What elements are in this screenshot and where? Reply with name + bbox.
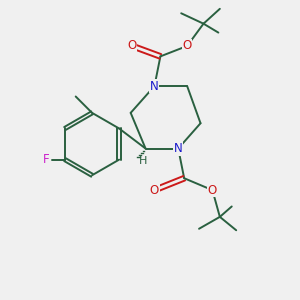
Text: F: F [43,153,50,166]
Text: O: O [182,40,192,52]
Text: H: H [138,156,147,166]
Text: O: O [128,40,137,52]
Text: N: N [174,142,183,155]
Text: N: N [150,80,159,93]
Text: O: O [150,184,159,196]
Text: O: O [208,184,217,196]
